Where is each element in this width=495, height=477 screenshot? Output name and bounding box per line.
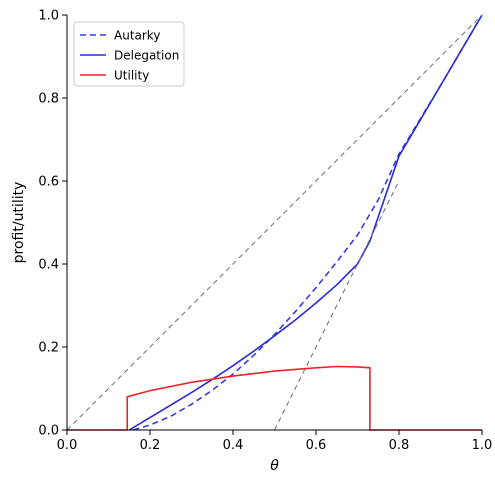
x-tick-label: 0.6 <box>306 438 327 453</box>
y-tick-label: 0.2 <box>38 341 59 356</box>
x-ticks: 0.0 0.2 0.4 0.6 0.8 1.0 <box>57 430 493 453</box>
legend-label-utility: Utility <box>114 69 149 83</box>
plot-lines <box>66 14 483 431</box>
y-axis-label: profit/utility <box>11 182 27 264</box>
legend: Autarky Delegation Utility <box>73 21 185 87</box>
x-tick-label: 1.0 <box>472 438 493 453</box>
y-tick-label: 0.8 <box>38 92 59 107</box>
series-line-utility <box>67 365 482 431</box>
x-tick-label: 0.8 <box>389 438 410 453</box>
legend-box <box>73 21 185 87</box>
reference-line-4 <box>274 180 400 431</box>
legend-label-autarky: Autarky <box>114 29 160 43</box>
y-tick-label: 1.0 <box>38 9 59 24</box>
x-tick-label: 0.0 <box>57 438 78 453</box>
x-tick-label: 0.2 <box>140 438 161 453</box>
series-line-autarky <box>133 14 483 431</box>
reference-line-3 <box>66 14 483 431</box>
x-axis-label: θ <box>270 458 279 474</box>
y-tick-label: 0.0 <box>38 424 59 439</box>
y-ticks: 0.0 0.2 0.4 0.6 0.8 1.0 <box>38 9 67 439</box>
y-tick-label: 0.4 <box>38 258 59 273</box>
x-tick-label: 0.4 <box>223 438 244 453</box>
axes <box>66 15 482 431</box>
series-line-delegation <box>128 14 483 431</box>
legend-label-delegation: Delegation <box>114 49 179 63</box>
y-tick-label: 0.6 <box>38 175 59 190</box>
